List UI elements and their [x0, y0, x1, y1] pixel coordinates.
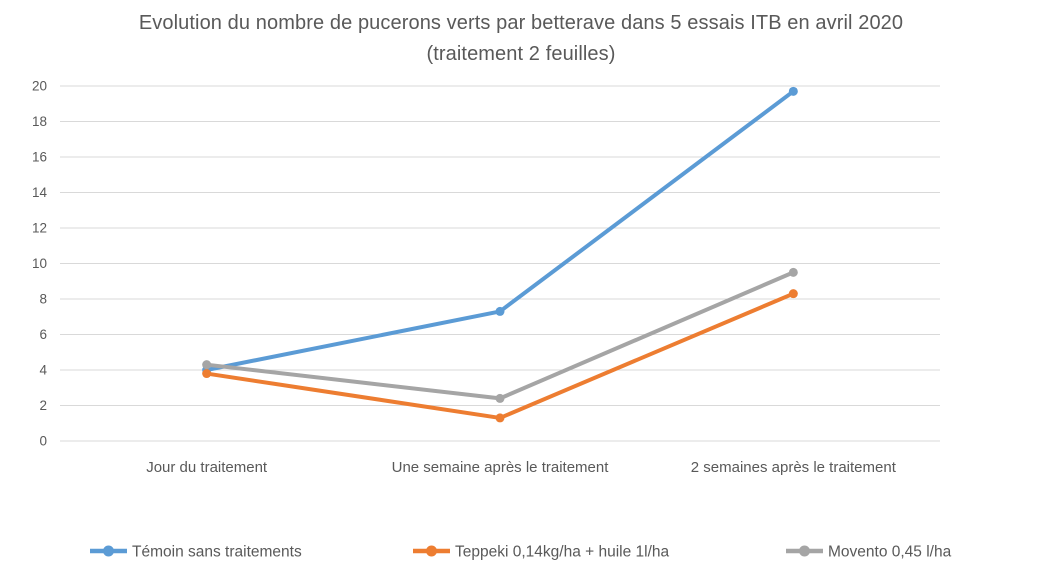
data-point-marker — [202, 360, 212, 370]
data-point-marker — [788, 267, 798, 277]
y-tick-label: 0 — [39, 434, 47, 449]
data-point-marker — [202, 369, 212, 379]
y-tick-label: 8 — [39, 292, 47, 307]
chart-title: Evolution du nombre de pucerons verts pa… — [138, 12, 904, 65]
legend-label: Movento 0,45 l/ha — [828, 544, 952, 561]
data-point-marker — [788, 86, 798, 96]
x-tick-label: 2 semaines après le traitement — [691, 459, 897, 476]
legend-item-2: Movento 0,45 l/ha — [786, 544, 952, 561]
data-point-marker — [788, 289, 798, 299]
y-tick-label: 14 — [32, 185, 48, 200]
legend-marker-dot — [426, 545, 437, 557]
data-point-marker — [495, 413, 505, 423]
series-line-0 — [204, 89, 796, 372]
series-line-2 — [204, 270, 796, 401]
legend-marker-dot — [799, 545, 810, 557]
data-point-marker — [495, 306, 505, 316]
legend-label: Teppeki 0,14kg/ha + huile 1l/ha — [455, 544, 670, 561]
x-tick-label: Une semaine après le traitement — [392, 459, 610, 476]
y-tick-label: 2 — [39, 398, 47, 413]
legend-item-0: Témoin sans traitements — [90, 544, 302, 561]
y-tick-label: 16 — [32, 150, 47, 165]
y-tick-label: 12 — [32, 221, 47, 236]
y-tick-label: 20 — [32, 79, 47, 94]
data-point-marker — [495, 393, 505, 403]
legend-marker-dot — [103, 545, 114, 557]
y-tick-label: 10 — [32, 256, 47, 271]
y-tick-label: 4 — [39, 363, 47, 378]
y-tick-label: 18 — [32, 114, 47, 129]
x-tick-label: Jour du traitement — [146, 459, 268, 476]
legend-item-1: Teppeki 0,14kg/ha + huile 1l/ha — [413, 544, 670, 561]
y-tick-label: 6 — [39, 327, 47, 342]
legend-label: Témoin sans traitements — [132, 544, 302, 561]
